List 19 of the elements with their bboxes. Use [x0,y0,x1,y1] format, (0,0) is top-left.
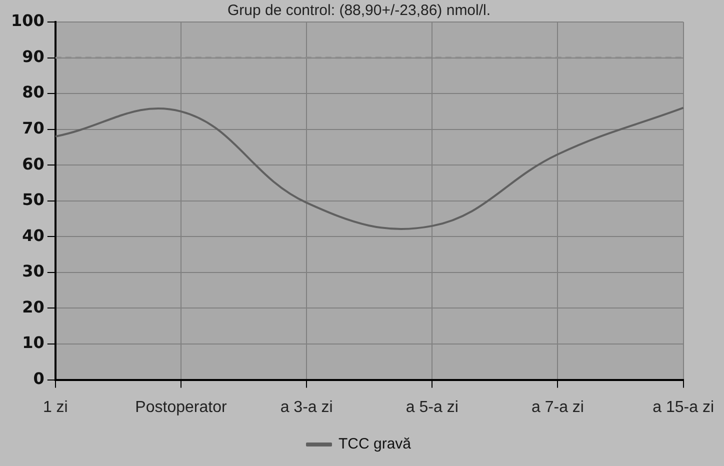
y-tick-label: 70 [22,118,44,138]
x-tick-label: a 15-a zi [652,398,714,416]
y-tick-label: 20 [22,297,44,316]
x-tick-label: 1 zi [42,398,68,416]
legend-label: TCC gravă [338,436,412,453]
y-tick-label: 60 [22,154,44,174]
x-tick-label: a 7-a zi [532,398,584,416]
y-tick-label: 50 [22,190,44,210]
x-tick-label: a 5-a zi [406,398,458,416]
chart-title: Grup de control: (88,90+/-23,86) nmol/l. [227,2,491,20]
y-tick-label: 10 [22,333,44,352]
y-tick-label: 100 [10,11,44,30]
x-tick-label: a 3-a zi [280,398,333,416]
y-tick-label: 30 [22,262,44,281]
y-tick-label: 0 [33,368,44,388]
y-tick-label: 90 [22,46,44,66]
y-tick-label: 40 [22,226,44,245]
x-tick-label: Postoperator [135,398,228,416]
y-tick-label: 80 [22,82,44,102]
